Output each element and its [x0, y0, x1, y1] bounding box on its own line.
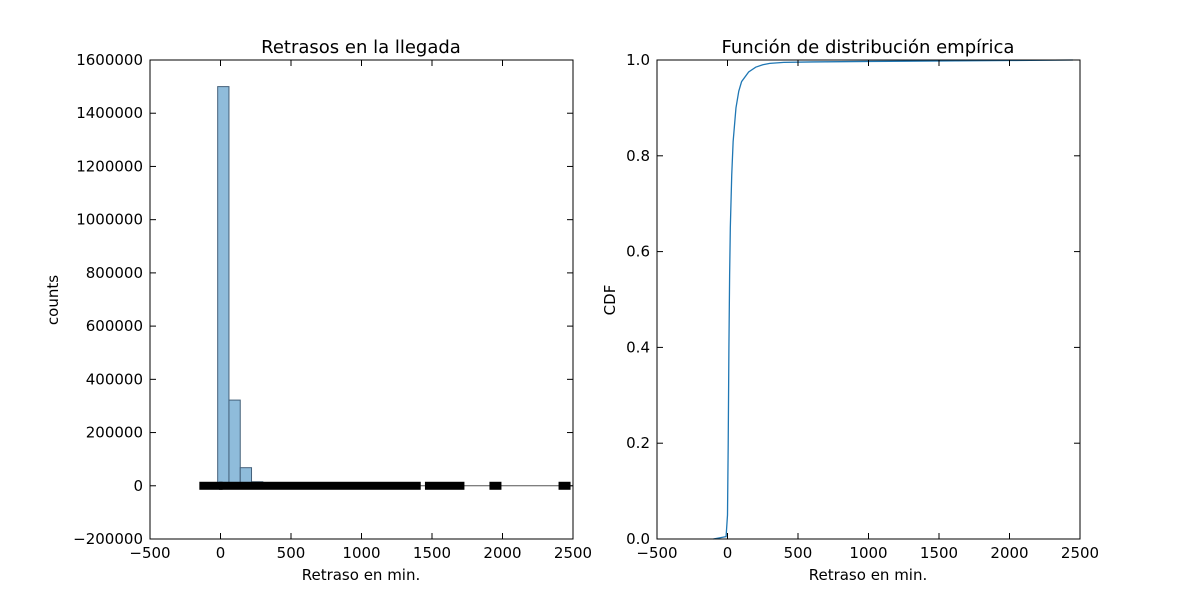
ecdf1-xtick-label: 2500	[1061, 544, 1099, 562]
histogram-bar	[228, 399, 241, 487]
ecdf-ticks: −500 0 500 1000 1500 2000 2500 0.0 0.2 0.4 0.6 0.8 1…	[626, 51, 1099, 562]
histogram0-ytick-label: 400000	[86, 370, 143, 388]
histogram0-xtick-label: 500	[277, 544, 306, 562]
histogram-ticks: −500 0 500 1000 1500 2000 2500 −200000 0 200000 40…	[73, 51, 592, 562]
boxplot-outlier	[489, 481, 502, 490]
histogram0-ytick-label: 1200000	[76, 157, 143, 175]
histogram0-ytick-label: 1400000	[76, 104, 143, 122]
histogram-chart: Retrasos en la llegada −500 0 500 1000 1500 2…	[44, 37, 592, 584]
boxplot-outlier-band	[424, 481, 465, 490]
histogram0-ytick-label: −200000	[73, 530, 143, 548]
histogram0-ytick-label: 1600000	[76, 51, 143, 69]
ecdf1-xtick-label: 0	[723, 544, 733, 562]
histogram0-xtick-label: −500	[129, 544, 170, 562]
ecdf1-xtick-label: −500	[636, 544, 677, 562]
ecdf-title: Función de distribución empírica	[722, 37, 1015, 58]
histogram-bar	[217, 86, 230, 487]
histogram0-xtick-label: 1000	[342, 544, 380, 562]
histogram0-xtick-label: 2500	[554, 544, 592, 562]
histogram0-ytick-label: 200000	[86, 424, 143, 442]
ecdf1-ytick-label: 0.2	[626, 434, 650, 452]
histogram-bars	[205, 86, 320, 487]
ecdf1-ytick-label: 0.6	[626, 243, 650, 261]
histogram0-xtick-label: 0	[216, 544, 226, 562]
histogram-title: Retrasos en la llegada	[261, 37, 461, 58]
ecdf1-ytick-label: 0.8	[626, 147, 650, 165]
ecdf1-xtick-label: 500	[784, 544, 813, 562]
ecdf-plot-frame	[656, 59, 1081, 540]
ecdf-line-group	[713, 59, 1073, 540]
histogram0-xtick-label: 2000	[483, 544, 521, 562]
ecdf1-xtick-label: 2000	[990, 544, 1028, 562]
histogram-ylabel: counts	[44, 275, 62, 325]
histogram0-xtick-label: 1500	[413, 544, 451, 562]
ecdf-chart: Función de distribución empírica −500 0 50…	[601, 37, 1099, 584]
ecdf-line	[713, 59, 1073, 540]
boxplot-outlier-band	[199, 481, 421, 490]
ecdf1-xtick-label: 1000	[849, 544, 887, 562]
histogram0-ytick-label: 1000000	[76, 211, 143, 229]
ecdf1-xtick-label: 1500	[920, 544, 958, 562]
histogram0-ytick-label: 600000	[86, 317, 143, 335]
boxplot	[199, 481, 573, 490]
histogram-plot-frame	[149, 59, 574, 540]
histogram-xlabel: Retraso en min.	[302, 566, 421, 584]
histogram0-ytick-label: 800000	[86, 264, 143, 282]
boxplot-outlier	[558, 481, 571, 490]
ecdf1-ytick-label: 0.0	[626, 530, 650, 548]
histogram0-ytick-label: 0	[133, 477, 143, 495]
ecdf1-ytick-label: 1.0	[626, 51, 650, 69]
ecdf-ylabel: CDF	[601, 285, 619, 316]
ecdf-xlabel: Retraso en min.	[809, 566, 928, 584]
ecdf1-ytick-label: 0.4	[626, 338, 650, 356]
